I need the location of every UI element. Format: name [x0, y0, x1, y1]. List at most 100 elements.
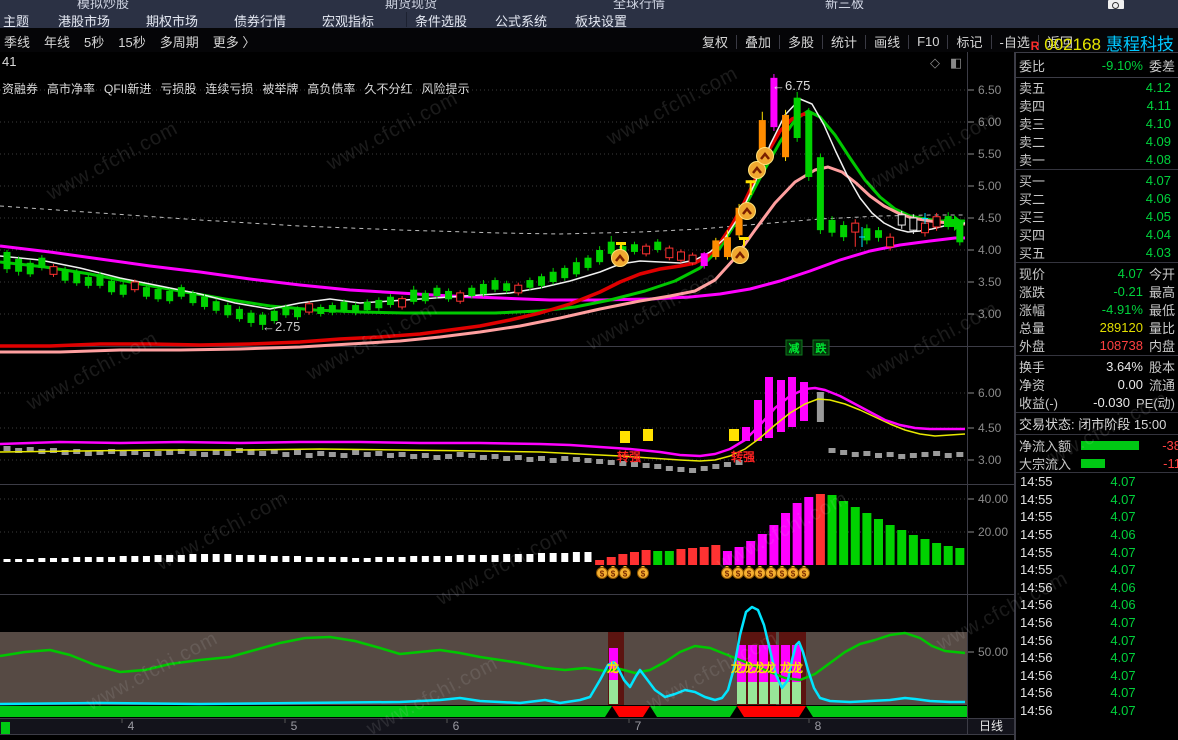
svg-text:7: 7: [635, 719, 642, 733]
tag[interactable]: 资融券: [2, 82, 39, 96]
tool-multistock[interactable]: 多股: [788, 35, 815, 50]
tick-row: 14:56 4.07: [1020, 703, 1136, 719]
svg-text:4.00: 4.00: [978, 243, 1002, 257]
tick-row: 14:55 4.07: [1020, 544, 1136, 560]
svg-text:6.00: 6.00: [978, 115, 1002, 129]
bid-row[interactable]: 买二 4.06: [1019, 190, 1171, 207]
tick-row: 14:56 4.06: [1020, 597, 1136, 613]
panel-icon[interactable]: ◧: [950, 55, 963, 70]
bid-row[interactable]: 买三 4.05: [1019, 208, 1171, 225]
kline-chart[interactable]: 4 5 6 7 8 日线 6.50 6.00 5.50 5.00 4.50 4.00 3.50 3.00 6…: [0, 52, 1015, 740]
stat-row: 换手 3.64% 股本: [1019, 358, 1175, 375]
ask-row[interactable]: 卖三 4.10: [1019, 115, 1171, 132]
tick-row: 14:56 4.07: [1020, 685, 1136, 701]
tick-row: 14:55 4.07: [1020, 474, 1136, 490]
tick-row: 14:56 4.07: [1020, 632, 1136, 648]
svg-text:$: $: [600, 570, 605, 579]
stock-name: 惠程科技: [1106, 35, 1174, 54]
svg-text:龙: 龙: [731, 660, 743, 675]
menu-item-clipped[interactable]: 模拟炒股: [77, 0, 130, 9]
stat-row: 收益(-) -0.030 PE(动): [1019, 394, 1175, 411]
chart-corner-icons: ◇ ◧: [930, 55, 962, 71]
bid-row[interactable]: 买一 4.07: [1019, 172, 1171, 189]
bid-row[interactable]: 买五 4.03: [1019, 244, 1171, 261]
tag[interactable]: 风险提示: [421, 82, 470, 96]
ask-row[interactable]: 卖一 4.08: [1019, 151, 1171, 168]
tick-row: 14:56 4.07: [1020, 650, 1136, 666]
inflow-bar: [1081, 440, 1140, 450]
menu-bar: 模拟炒股 期货现货 全球行情 新三板 主题 港股市场 期权市场 债券行情 宏观指…: [0, 0, 1178, 29]
stat-row: 涨幅 -4.91% 最低: [1019, 301, 1175, 318]
menu-item-options[interactable]: 期权市场: [146, 14, 199, 29]
menu-item-clipped[interactable]: 期货现货: [385, 0, 438, 9]
menu-item-clipped[interactable]: 全球行情: [613, 0, 666, 9]
weibi-row: 委比 -9.10% 委差: [1016, 52, 1178, 78]
stat-row: 总量 289120 量比: [1019, 319, 1175, 336]
stock-identity: R 002168 惠程科技: [1031, 30, 1174, 55]
tool-back[interactable]: 返回: [1046, 35, 1073, 50]
tag[interactable]: 高负债率: [307, 82, 356, 96]
weicha-label: 委差: [1148, 58, 1175, 74]
search-icon[interactable]: [1108, 0, 1124, 9]
tick-row: 14:55 4.07: [1020, 509, 1136, 525]
tick-list[interactable]: 14:55 4.07 14:55 4.07 14:55 4.07 14:55 4.06 …: [1016, 472, 1178, 719]
tag[interactable]: QFII新进: [104, 82, 152, 96]
svg-text:跌: 跌: [816, 341, 828, 355]
inflow-bar: [1081, 458, 1106, 468]
menu-item-clipped[interactable]: 新三板: [825, 0, 865, 9]
chart-canvas[interactable]: 4 5 6 7 8 日线 6.50 6.00 5.50 5.00 4.50 4.00 3.50 3.00 6…: [0, 52, 1015, 740]
tag[interactable]: 久不分红: [364, 82, 413, 96]
svg-text:←2.75: ←2.75: [262, 319, 300, 334]
tag[interactable]: 亏损股: [160, 82, 197, 96]
svg-text:←6.75: ←6.75: [772, 78, 810, 93]
period-year[interactable]: 年线: [44, 35, 71, 50]
svg-text:5.50: 5.50: [978, 147, 1002, 161]
tool-overlay[interactable]: 叠加: [745, 35, 772, 50]
stock-tags: 资融券 高市净率 QFII新进 亏损股 连续亏损 被举牌 高负债率 久不分红 风…: [2, 80, 469, 97]
menu-item-stock-filter[interactable]: 条件选股: [415, 14, 468, 29]
menu-item-bonds[interactable]: 债券行情: [234, 14, 287, 29]
tag[interactable]: 高市净率: [47, 82, 96, 96]
diamond-icon[interactable]: ◇: [930, 55, 940, 70]
tool-f10[interactable]: F10: [917, 34, 940, 49]
svg-text:转强: 转强: [731, 449, 755, 464]
tag[interactable]: 被举牌: [262, 82, 299, 96]
tool-adjust[interactable]: 复权: [702, 35, 729, 50]
tool-watchlist[interactable]: -自选: [999, 35, 1030, 50]
ask-row[interactable]: 卖二 4.09: [1019, 133, 1171, 150]
tool-mark[interactable]: 标记: [956, 35, 983, 50]
svg-text:$: $: [747, 570, 752, 579]
menu-item-hk-market[interactable]: 港股市场: [58, 14, 111, 29]
menu-item-sector-config[interactable]: 板块设置: [575, 14, 628, 29]
period-multi[interactable]: 多周期: [159, 35, 199, 50]
menu-item-macro[interactable]: 宏观指标: [322, 14, 375, 29]
ask-row[interactable]: 卖五 4.12: [1019, 79, 1171, 96]
tick-row: 14:56 4.07: [1020, 667, 1136, 683]
menu-item-theme[interactable]: 主题: [3, 14, 30, 29]
menu-item-formula[interactable]: 公式系统: [495, 14, 548, 29]
menu-row-main: 主题 港股市场 期权市场 债券行情 宏观指标 条件选股 公式系统 板块设置: [0, 10, 1178, 29]
weibi-value: -9.10%: [1101, 57, 1143, 73]
block-inflow-row: 大宗流入 -11: [1019, 455, 1178, 472]
tag[interactable]: 连续亏损: [205, 82, 254, 96]
tool-stats[interactable]: 统计: [831, 35, 858, 50]
period-5s[interactable]: 5秒: [84, 35, 105, 50]
stat-row: 现价 4.07 今开: [1019, 265, 1175, 282]
svg-text:$: $: [611, 570, 616, 579]
quote-panel: 委比 -9.10% 委差 卖五 4.12 卖四 4.11 卖三 4.10 卖二 4.09…: [1015, 52, 1178, 740]
svg-text:$: $: [791, 570, 796, 579]
chart-tools: 复权 叠加 多股 统计 画线 F10 标记 -自选 返回: [694, 32, 1081, 51]
tick-row: 14:55 4.06: [1020, 527, 1136, 543]
tool-drawline[interactable]: 画线: [874, 35, 901, 50]
svg-text:龙: 龙: [742, 660, 754, 675]
svg-text:3.50: 3.50: [978, 275, 1002, 289]
svg-text:转强: 转强: [617, 449, 641, 464]
svg-text:4.50: 4.50: [978, 211, 1002, 225]
ask-row[interactable]: 卖四 4.11: [1019, 97, 1171, 114]
period-quarter[interactable]: 季线: [4, 35, 31, 50]
period-15s[interactable]: 15秒: [118, 35, 146, 50]
svg-text:6: 6: [453, 719, 460, 733]
bid-row[interactable]: 买四 4.04: [1019, 226, 1171, 243]
period-more[interactable]: 更多 〉: [212, 35, 256, 50]
